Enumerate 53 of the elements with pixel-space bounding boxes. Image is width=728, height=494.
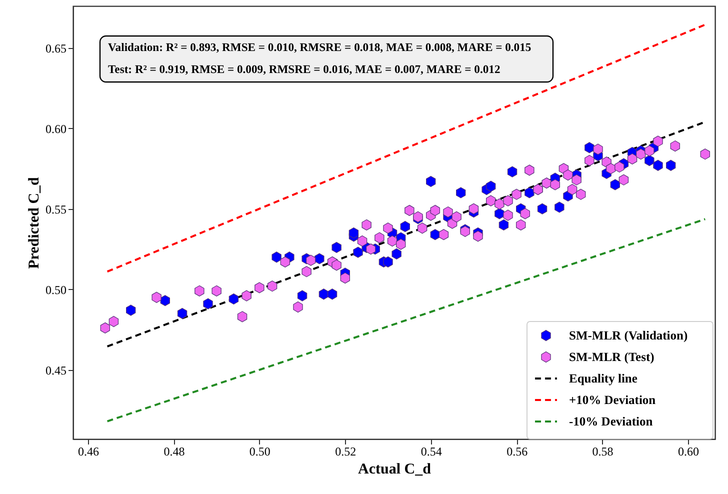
- point: [383, 256, 393, 268]
- point: [332, 242, 342, 253]
- x-tick-label: 0.50: [249, 444, 270, 458]
- x-tick-label: 0.48: [164, 444, 185, 458]
- point: [318, 288, 329, 300]
- point: [400, 220, 410, 232]
- point: [297, 290, 308, 302]
- point: [272, 252, 282, 263]
- point: [653, 160, 663, 171]
- point: [177, 308, 188, 319]
- point: [392, 248, 402, 260]
- x-tick-label: 0.58: [592, 444, 614, 458]
- x-tick-label: 0.46: [78, 444, 99, 458]
- point: [507, 166, 518, 178]
- y-tick-label: 0.60: [46, 122, 66, 136]
- point: [610, 179, 620, 190]
- y-axis-title: Predicted C_d: [26, 176, 42, 269]
- y-tick-label: 0.65: [46, 41, 66, 56]
- legend-label: Equality line: [569, 372, 638, 386]
- x-axis-title: Actual C_d: [358, 462, 432, 478]
- point: [348, 227, 359, 239]
- x-tick-label: 0.54: [420, 444, 442, 458]
- legend-label: SM-MLR (Validation): [569, 328, 688, 342]
- x-tick-label: 0.56: [506, 444, 528, 458]
- y-tick-label: 0.55: [46, 202, 66, 216]
- point: [498, 219, 509, 230]
- point: [537, 203, 548, 214]
- x-tick-label: 0.60: [678, 444, 699, 458]
- legend-label: +10% Deviation: [569, 393, 656, 407]
- point: [327, 288, 338, 300]
- annotation: Test: R² = 0.919, RMSE = 0.009, RMSRE = 0.016, MAE = 0.007, MARE = 0.012: [108, 63, 500, 76]
- point: [456, 187, 466, 198]
- point: [486, 180, 496, 192]
- point: [666, 160, 676, 171]
- point: [314, 253, 324, 264]
- point: [494, 208, 504, 220]
- point: [644, 154, 654, 166]
- point: [554, 202, 564, 213]
- y-tick-label: 0.50: [46, 282, 66, 297]
- legend-label: SM-MLR (Test): [569, 350, 654, 364]
- point: [430, 229, 440, 240]
- point: [353, 246, 363, 258]
- y-tick-label: 0.45: [46, 363, 66, 378]
- point: [426, 176, 436, 187]
- point: [524, 187, 534, 198]
- point: [584, 142, 594, 154]
- annotation: Validation: R² = 0.893, RMSE = 0.010, RMSRE = 0.018, MAE = 0.008, MARE = 0.015: [108, 41, 532, 54]
- point: [228, 293, 239, 305]
- x-tick-label: 0.52: [335, 444, 356, 458]
- point: [126, 304, 136, 316]
- legend-label: -10% Deviation: [569, 414, 653, 428]
- point: [160, 295, 170, 306]
- point: [203, 298, 213, 310]
